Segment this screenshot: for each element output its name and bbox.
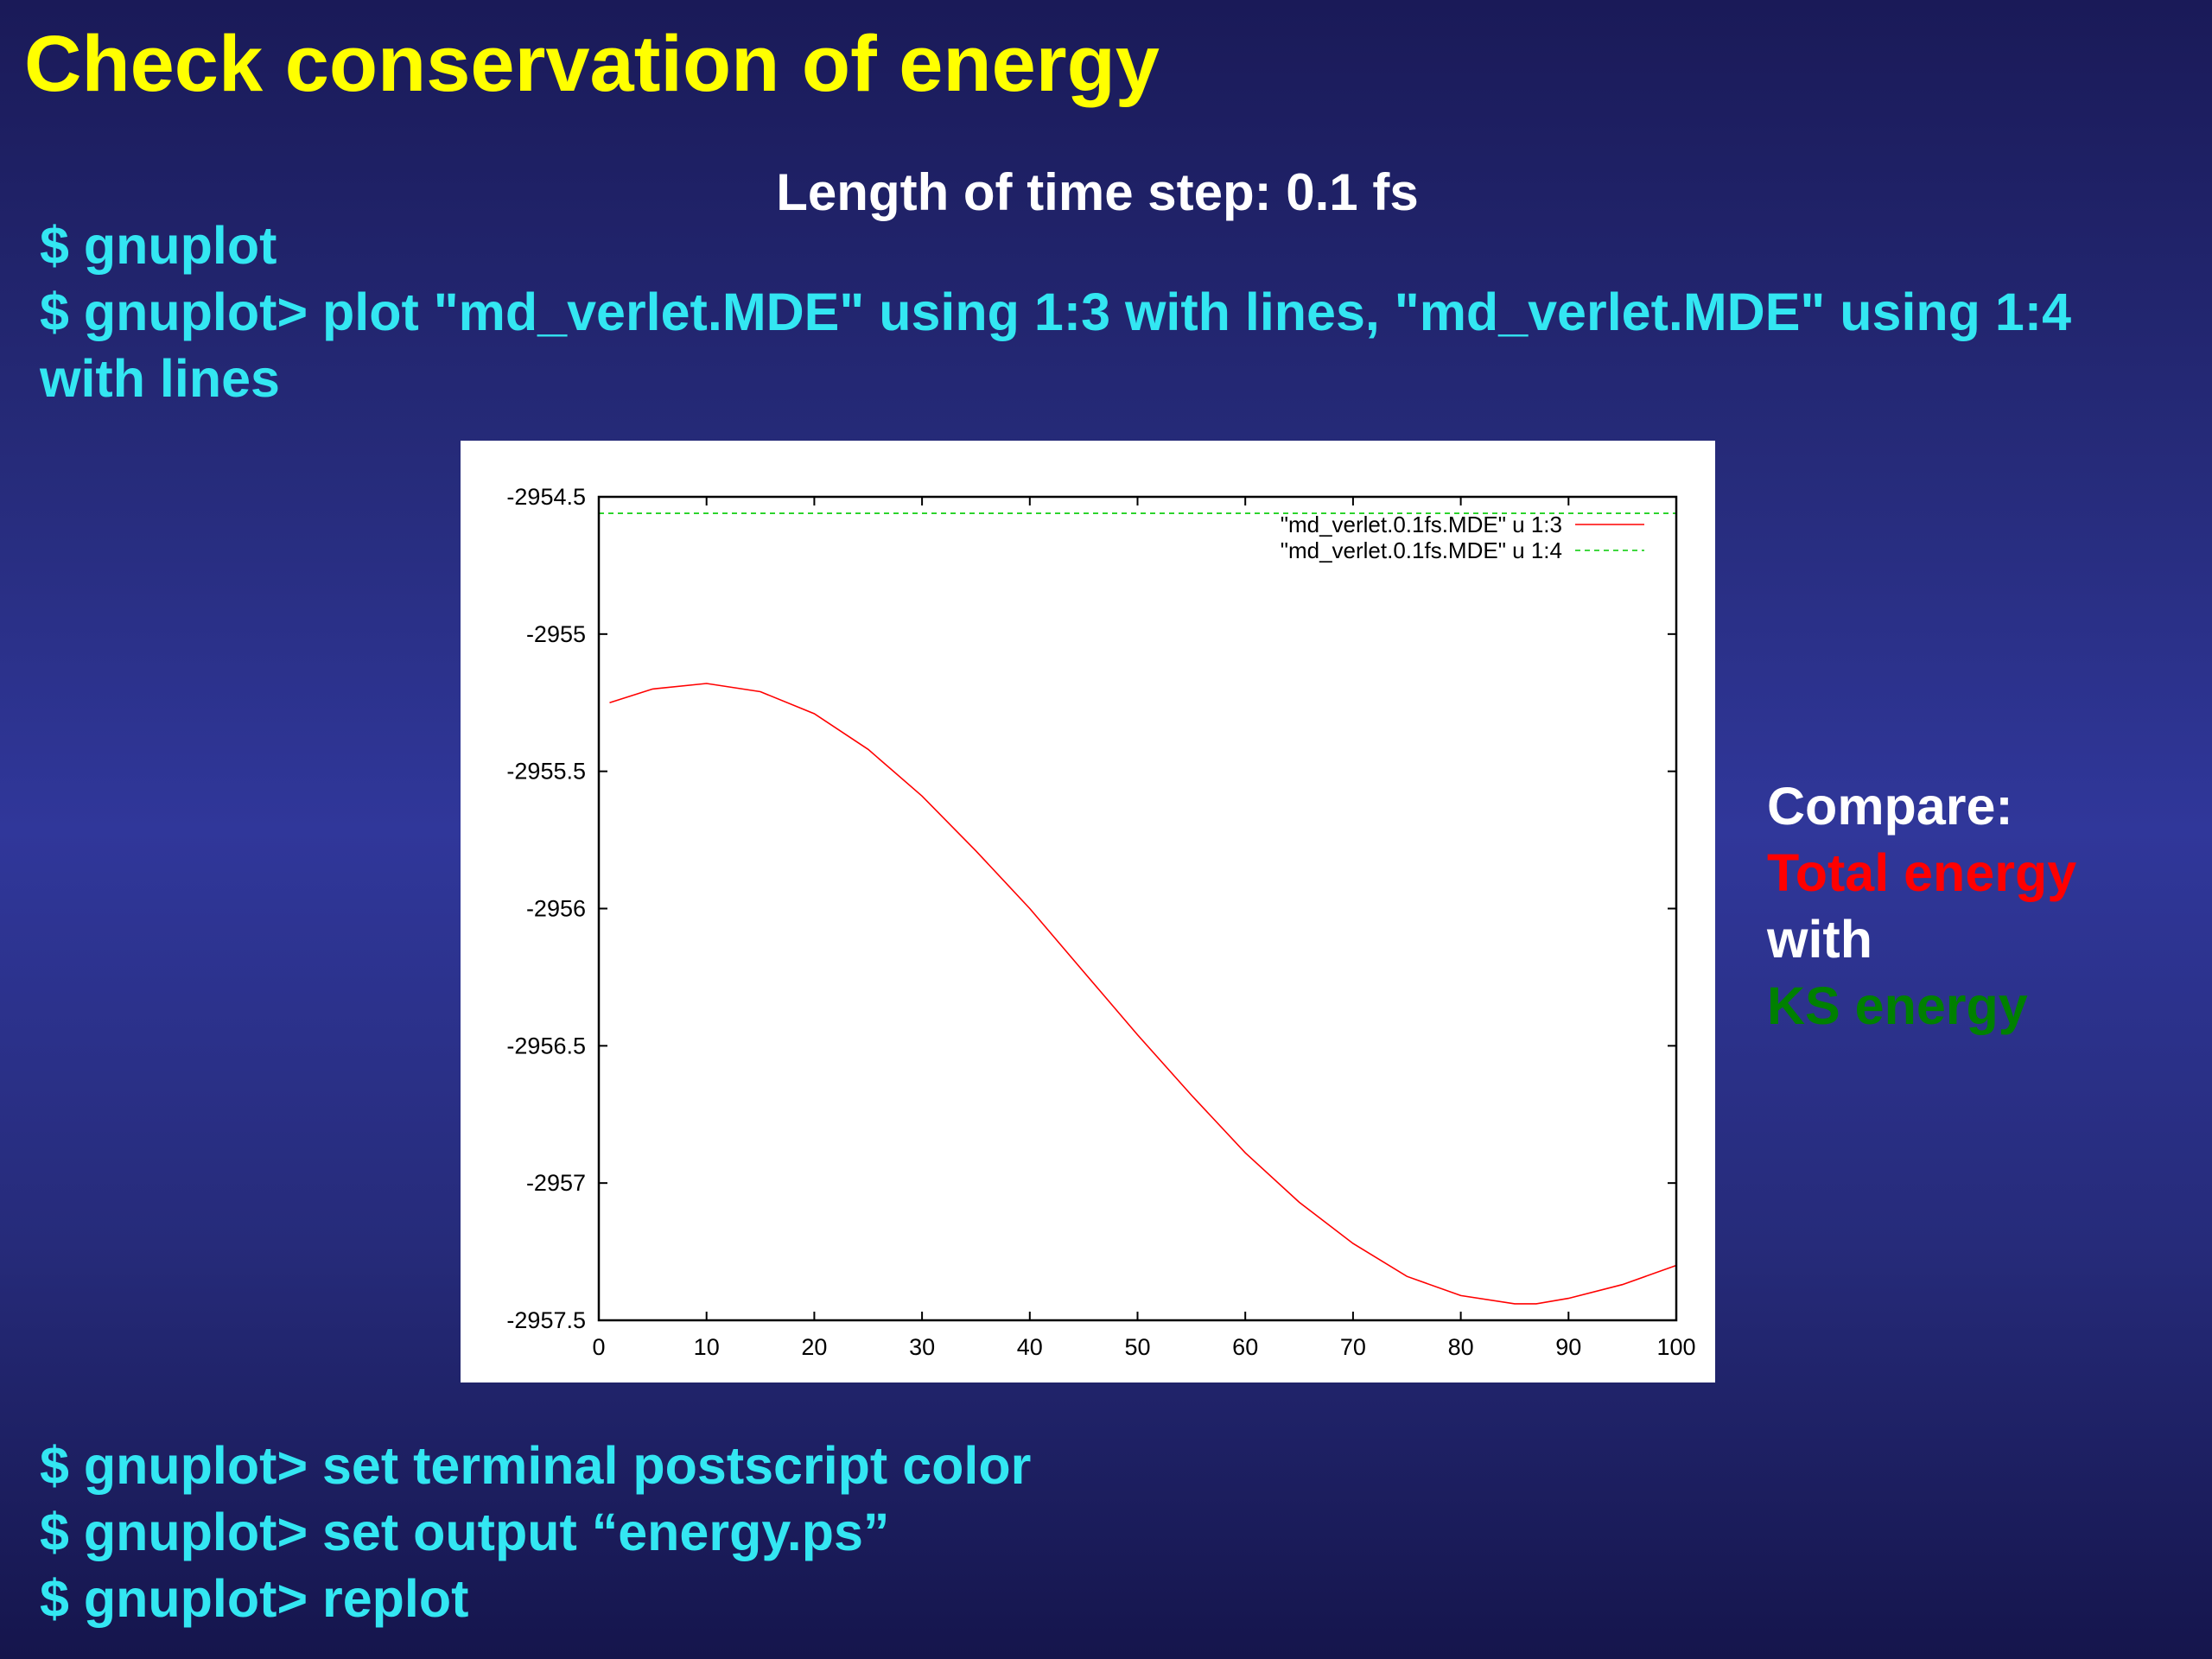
x-tick-label: 20 <box>801 1334 827 1360</box>
y-tick-label: -2956 <box>526 896 586 922</box>
y-tick-label: -2954.5 <box>506 484 586 510</box>
plot-subtitle: Length of time step: 0.1 fs <box>776 163 1419 221</box>
y-tick-label: -2955.5 <box>506 759 586 785</box>
x-tick-label: 30 <box>909 1334 935 1360</box>
command-line: with lines <box>40 349 280 408</box>
command-line: $ gnuplot> set terminal postscript color <box>40 1436 1032 1495</box>
legend-label: "md_verlet.0.1fs.MDE" u 1:4 <box>1281 537 1562 563</box>
compare-total-energy: Total energy <box>1767 843 2077 902</box>
x-tick-label: 70 <box>1340 1334 1366 1360</box>
x-tick-label: 90 <box>1555 1334 1581 1360</box>
x-tick-label: 0 <box>592 1334 605 1360</box>
compare-with: with <box>1767 910 1872 969</box>
chart-frame: 0 10 20 30 40 50 60 70 80 90 100 -2954.5 -2955 -2955.… <box>461 441 1715 1382</box>
legend-label: "md_verlet.0.1fs.MDE" u 1:3 <box>1281 512 1562 537</box>
command-line: $ gnuplot> plot "md_verlet.MDE" using 1:… <box>40 283 2072 341</box>
series-line-1 <box>609 683 1677 1305</box>
compare-ks-energy: KS energy <box>1767 976 2028 1035</box>
command-line: $ gnuplot> replot <box>40 1569 469 1628</box>
x-tick-label: 60 <box>1232 1334 1258 1360</box>
x-tick-label: 100 <box>1656 1334 1695 1360</box>
x-tick-label: 10 <box>694 1334 720 1360</box>
energy-line-chart: 0 10 20 30 40 50 60 70 80 90 100 -2954.5 -2955 -2955.… <box>506 484 1695 1360</box>
command-line: $ gnuplot <box>40 216 277 275</box>
x-tick-label: 40 <box>1017 1334 1043 1360</box>
command-line: $ gnuplot> set output “energy.ps” <box>40 1503 890 1561</box>
y-tick-label: -2957 <box>526 1170 586 1196</box>
command-block-bottom: $ gnuplot> set terminal postscript color… <box>40 1433 1031 1632</box>
plot-border <box>597 495 1678 1322</box>
compare-note: Compare: Total energy with KS energy <box>1767 773 2076 1039</box>
compare-label: Compare: <box>1767 777 2013 836</box>
x-tick-label: 50 <box>1124 1334 1150 1360</box>
y-tick-label: -2955 <box>526 621 586 647</box>
y-tick-label: -2957.5 <box>506 1307 586 1333</box>
slide-title: Check conservation of energy <box>24 20 1160 108</box>
y-tick-label: -2956.5 <box>506 1033 586 1058</box>
x-tick-label: 80 <box>1448 1334 1474 1360</box>
command-block-top: $ gnuplot $ gnuplot> plot "md_verlet.MDE… <box>40 213 2071 412</box>
